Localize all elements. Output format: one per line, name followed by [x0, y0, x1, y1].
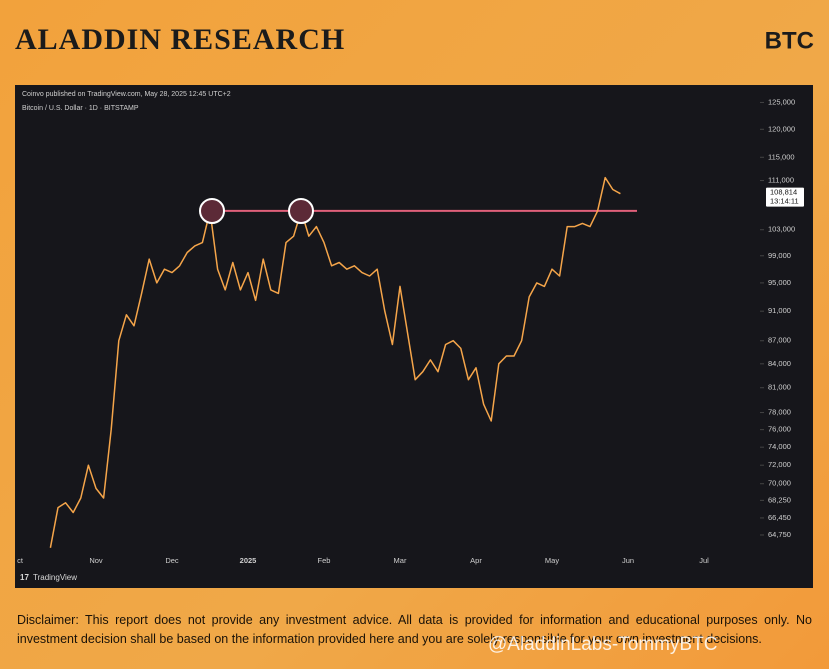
- y-tick-label: 95,000: [768, 278, 791, 287]
- x-tick-label: May: [545, 556, 559, 565]
- y-tick-label: 76,000: [768, 425, 791, 434]
- x-tick-label: Jul: [699, 556, 709, 565]
- chart-subtitle: Bitcoin / U.S. Dollar · 1D · BITSTAMP: [22, 105, 139, 112]
- y-tick-label: 115,000: [768, 152, 795, 161]
- disclaimer: Disclaimer: This report does not provide…: [17, 613, 812, 646]
- brand-logo: 17: [20, 573, 29, 582]
- y-tick-label: 111,000: [768, 176, 794, 185]
- y-tick-label: 125,000: [768, 97, 795, 106]
- highlight-circle: [199, 198, 225, 224]
- brand: TradingView: [33, 573, 77, 582]
- watermark: @AladdinLabs-TommyBTC: [488, 634, 718, 655]
- x-tick-label: ct: [17, 556, 24, 565]
- price-tag: [766, 187, 804, 207]
- published-note: Coinvo published on TradingView.com, May…: [22, 91, 231, 98]
- x-tick-label: Apr: [470, 556, 482, 565]
- y-tick-label: 120,000: [768, 124, 795, 133]
- y-tick-label: 84,000: [768, 359, 791, 368]
- report-title: ALADDIN RESEARCH: [15, 23, 345, 56]
- y-tick-label: 68,250: [768, 495, 791, 504]
- y-tick-label: 74,000: [768, 442, 791, 451]
- y-tick-label: 99,000: [768, 251, 791, 260]
- price-line: [49, 176, 621, 548]
- x-tick-label: Nov: [89, 556, 103, 565]
- x-tick-label: Dec: [165, 556, 179, 565]
- y-tick-label: 66,450: [768, 513, 791, 522]
- highlight-circle: [288, 198, 314, 224]
- y-tick-label: 91,000: [768, 306, 791, 315]
- x-tick-label: Mar: [394, 556, 407, 565]
- price-tag-label: 108,814: [770, 188, 797, 197]
- x-tick-label: Feb: [318, 556, 331, 565]
- x-tick-label: 2025: [240, 556, 257, 565]
- y-tick-label: 78,000: [768, 408, 791, 417]
- ticker: BTC: [765, 27, 814, 54]
- y-tick-label: 64,750: [768, 530, 791, 539]
- y-tick-label: 81,000: [768, 383, 791, 392]
- countdown: 13:14:11: [770, 197, 799, 206]
- y-tick-label: 103,000: [768, 225, 795, 234]
- y-tick-label: 87,000: [768, 336, 791, 345]
- y-tick-label: 72,000: [768, 460, 791, 469]
- chart-panel: [15, 85, 813, 588]
- x-tick-label: Jun: [622, 556, 634, 565]
- y-tick-label: 70,000: [768, 479, 791, 488]
